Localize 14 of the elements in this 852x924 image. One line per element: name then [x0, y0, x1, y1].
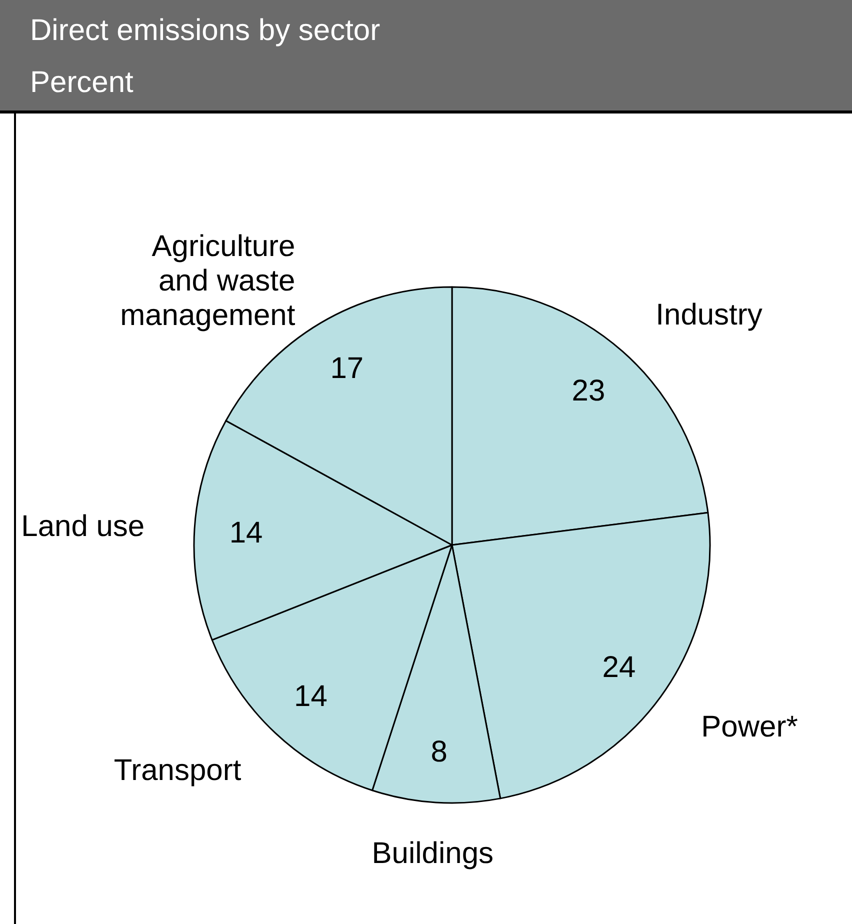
slice-label: Agriculture and waste management: [120, 230, 296, 332]
slice-label: Buildings: [372, 836, 494, 870]
data-label: 14: [294, 680, 328, 713]
data-label: 8: [430, 735, 448, 768]
chart-subtitle: Percent: [30, 66, 134, 99]
slice-label: Land use: [21, 510, 145, 544]
slice-label: Power*: [701, 710, 798, 744]
slice-label: Industry: [656, 298, 762, 332]
data-label: 17: [330, 352, 364, 385]
data-label: 24: [602, 650, 636, 684]
data-label: 23: [572, 374, 606, 408]
chart-title: Direct emissions by sector: [30, 14, 380, 47]
slice-label: Transport: [114, 754, 242, 788]
data-label: 14: [229, 516, 263, 550]
